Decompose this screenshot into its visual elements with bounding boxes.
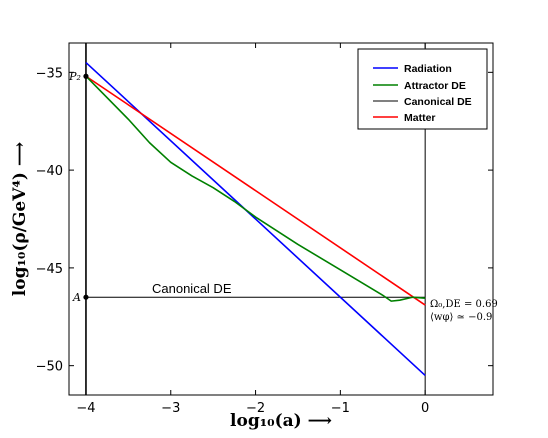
plot-frame xyxy=(68,42,494,396)
canonical-de-annotation: Canonical DE xyxy=(152,281,232,296)
legend-label-radiation: Radiation xyxy=(404,63,452,75)
x-tick-label: −1 xyxy=(331,401,350,416)
y-tick-label: −35 xyxy=(36,66,63,81)
x-tick-label: −2 xyxy=(246,401,265,416)
omega-de-annotation: Ω₀,DE = 0.69 xyxy=(430,299,498,310)
y-axis-title: log₁₀(ρ/GeV⁴) ⟶ xyxy=(10,142,30,296)
point-marker-a xyxy=(83,294,89,300)
y-tick-label: −40 xyxy=(36,164,63,179)
series-line-matter xyxy=(85,75,426,306)
point-label-a: A xyxy=(72,291,81,304)
w-phi-annotation: ⟨wφ⟩ ≃ −0.9 xyxy=(430,312,492,323)
legend-label-matter: Matter xyxy=(404,112,436,124)
legend-box xyxy=(357,48,488,130)
legend-label-canonical-de: Canonical DE xyxy=(404,96,472,108)
series-line-attractor-de xyxy=(85,75,426,302)
legend: Radiation Attractor DE Canonical DE Matt… xyxy=(357,48,488,130)
y-tick-label: −50 xyxy=(36,360,63,375)
axis-ticks: −4 −3 −2 −1 0 −35 −40 −45 −50 xyxy=(36,43,493,416)
x-tick-label: 0 xyxy=(421,401,429,416)
x-axis-title: log₁₀(a) ⟶ xyxy=(230,411,332,431)
y-tick-label: −45 xyxy=(36,262,63,277)
x-tick-label: −3 xyxy=(161,401,180,416)
legend-label-attractor-de: Attractor DE xyxy=(404,80,466,92)
point-marker-p xyxy=(83,73,89,79)
x-tick-label: −4 xyxy=(76,401,95,416)
point-label-p: P₂ xyxy=(68,70,81,83)
